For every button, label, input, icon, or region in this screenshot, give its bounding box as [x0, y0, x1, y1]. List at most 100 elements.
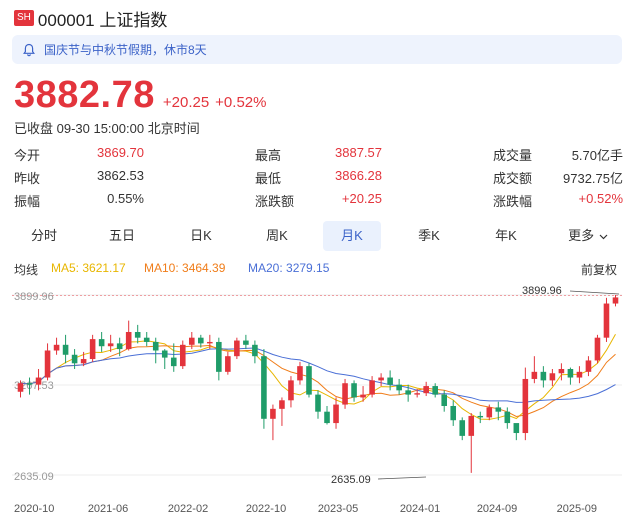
stat-value: 3862.53	[97, 168, 144, 183]
x-axis-label: 2023-05	[318, 503, 358, 515]
tab-intraday[interactable]: 分时	[30, 228, 57, 243]
market-badge: SH	[14, 10, 34, 26]
candle	[62, 334, 69, 364]
candle-body	[576, 371, 583, 378]
candle-body	[414, 393, 420, 395]
candle	[405, 384, 411, 402]
candle-body	[243, 340, 249, 345]
tab-quarterly-k[interactable]: 季K	[418, 228, 440, 243]
candle-body	[62, 344, 69, 355]
candle	[549, 368, 556, 387]
stats-row: 昨收 3862.53 最低 3866.28 成交额 9732.75亿	[0, 168, 633, 188]
candle-body	[459, 420, 466, 436]
y-axis-label-top: 3899.96	[14, 291, 54, 303]
tab-daily-k[interactable]: 日K	[190, 228, 212, 243]
candle	[486, 404, 493, 421]
chevron-down-icon	[599, 234, 608, 239]
high-marker-leader	[569, 290, 620, 295]
candle	[351, 380, 357, 402]
candle-body	[44, 350, 51, 378]
candle	[540, 366, 547, 388]
candle	[369, 376, 375, 398]
candle	[35, 368, 42, 391]
tab-weekly-k[interactable]: 周K	[266, 228, 288, 243]
last-price: 3882.78	[14, 74, 155, 116]
bell-icon	[23, 43, 35, 56]
x-axis-label: 2024-09	[477, 503, 517, 515]
candle	[306, 363, 312, 398]
candle-body	[35, 377, 42, 385]
x-axis-label: 2020-10	[14, 503, 54, 515]
candle-body	[558, 368, 565, 374]
stat-label: 涨跌额	[255, 194, 295, 209]
x-axis-label: 2024-01	[400, 503, 440, 515]
notice-text: 国庆节与中秋节假期，休市8天	[44, 43, 207, 57]
candle	[261, 349, 267, 429]
tab-monthly-k[interactable]: 月K	[323, 221, 381, 251]
tab-yearly-k[interactable]: 年K	[495, 228, 517, 243]
candle	[333, 397, 339, 429]
candle-body	[107, 343, 114, 347]
candle	[612, 294, 619, 307]
candle-body	[279, 400, 285, 409]
tab-more-label: 更多	[568, 228, 595, 243]
candle-body	[333, 404, 339, 424]
candle	[234, 337, 240, 360]
candle-body	[252, 344, 258, 357]
stat-value: +0.52%	[578, 191, 623, 206]
candle	[198, 334, 204, 348]
candle	[360, 386, 366, 402]
candle-body	[288, 380, 294, 401]
candle	[188, 331, 195, 350]
kline-chart[interactable]: 3899.96 3267.53 2635.09 3899.96 2635.09 …	[0, 282, 633, 521]
tab-more[interactable]: 更多	[555, 221, 621, 251]
candle-body	[612, 297, 619, 304]
candle-body	[495, 407, 502, 412]
x-axis-label: 2021-06	[88, 503, 128, 515]
candle	[441, 390, 448, 412]
candle-body	[504, 411, 511, 424]
candle-body	[351, 383, 357, 398]
candle	[468, 413, 475, 473]
candle	[513, 423, 520, 441]
candle-body	[225, 356, 231, 372]
low-marker-leader	[377, 476, 427, 480]
candle-body	[53, 344, 60, 351]
candle-body	[486, 407, 493, 418]
candle-body	[261, 356, 267, 419]
candle-body	[315, 394, 321, 412]
candle-body	[405, 390, 411, 395]
candle	[297, 361, 303, 385]
candle-body	[594, 337, 601, 361]
candle	[270, 404, 276, 441]
ma10-value: MA10: 3464.39	[144, 261, 226, 275]
candle-body	[98, 339, 105, 347]
index-title: 000001 上证指数	[37, 10, 168, 30]
x-axis-label: 2022-02	[168, 503, 208, 515]
candle-body	[188, 337, 195, 345]
stat-value: 3866.28	[335, 168, 382, 183]
candle	[44, 343, 51, 381]
adjust-toggle[interactable]: 前复权	[581, 263, 618, 277]
candle	[279, 397, 285, 426]
candle-body	[270, 408, 276, 419]
candle-body	[567, 368, 574, 378]
candle	[207, 334, 213, 350]
candle-body	[26, 383, 33, 385]
candle	[216, 337, 222, 381]
candle	[396, 378, 402, 395]
candle	[558, 363, 565, 381]
candle	[576, 366, 583, 384]
candle-body	[477, 415, 484, 418]
candle	[342, 378, 348, 409]
candle-body	[179, 344, 186, 367]
stat-label: 振幅	[14, 194, 41, 209]
chart-grid	[12, 294, 622, 476]
holiday-notice[interactable]: 国庆节与中秋节假期，休市8天	[12, 35, 622, 64]
candle	[80, 351, 87, 367]
candles	[17, 294, 619, 473]
tab-five-day[interactable]: 五日	[108, 228, 135, 243]
candle-body	[369, 380, 375, 395]
candle-body	[450, 405, 457, 421]
stat-label: 涨跌幅	[493, 194, 533, 209]
